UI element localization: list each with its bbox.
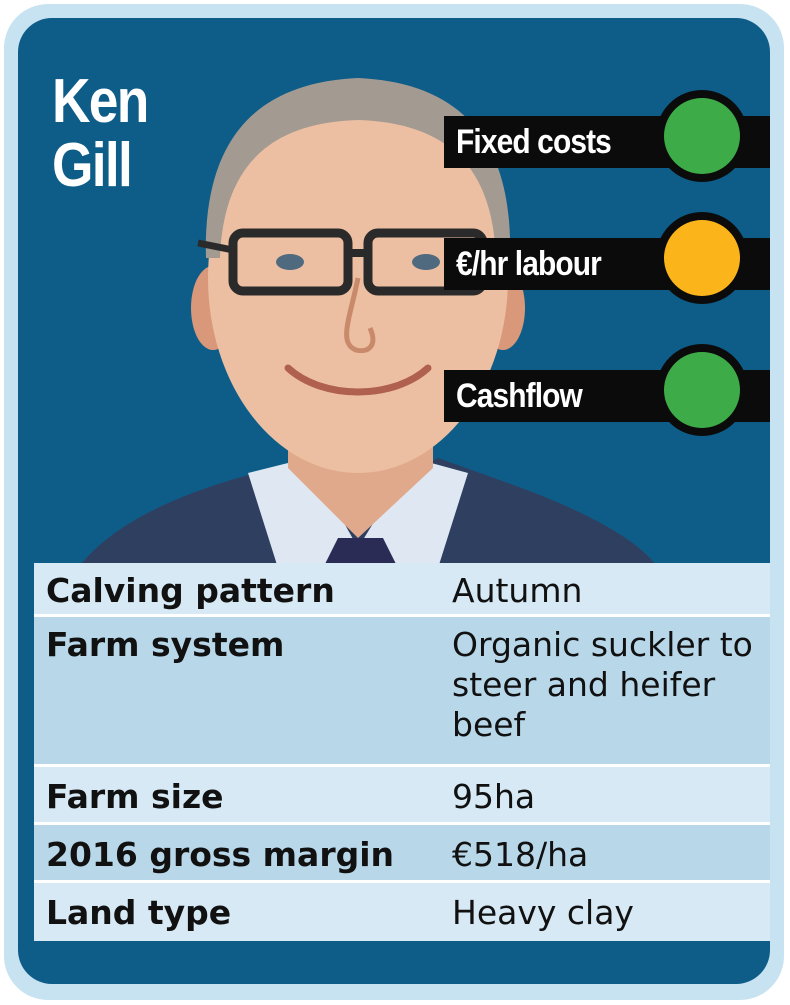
traffic-light-icon xyxy=(656,90,748,182)
row-label: Calving pattern xyxy=(46,571,335,610)
row-label: Farm system xyxy=(46,625,285,664)
table-row: Calving pattern Autumn xyxy=(34,563,770,617)
row-value: 95ha xyxy=(452,777,536,816)
table-row: Farm system Organic suckler to steer and… xyxy=(34,617,770,767)
green-light-icon xyxy=(664,98,740,174)
profile-card-border: Ken Gill Fixed costs €/hr labour Cashflo… xyxy=(4,4,784,1000)
profile-card: Ken Gill Fixed costs €/hr labour Cashflo… xyxy=(18,18,770,984)
row-label: Farm size xyxy=(46,777,224,816)
indicator-label: Fixed costs xyxy=(456,123,612,161)
traffic-light-icon xyxy=(656,344,748,436)
table-row: Farm size 95ha xyxy=(34,767,770,825)
row-value: Organic suckler to steer and heifer beef xyxy=(452,625,753,744)
portrait-photo xyxy=(78,78,658,568)
row-value: €518/ha xyxy=(452,835,589,874)
indicator-label: €/hr labour xyxy=(456,245,602,283)
indicator-labour: €/hr labour xyxy=(444,212,770,304)
person-first-name: Ken xyxy=(52,67,149,136)
indicator-fixed-costs: Fixed costs xyxy=(444,90,770,182)
person-last-name: Gill xyxy=(52,131,133,200)
indicator-label: Cashflow xyxy=(456,377,583,415)
row-label: 2016 gross margin xyxy=(46,835,395,874)
table-row: Land type Heavy clay xyxy=(34,883,770,941)
amber-light-icon xyxy=(664,220,740,296)
row-value: Autumn xyxy=(452,571,583,610)
table-row: 2016 gross margin €518/ha xyxy=(34,825,770,883)
person-name: Ken Gill xyxy=(52,67,149,200)
indicator-cashflow: Cashflow xyxy=(444,344,770,436)
traffic-light-icon xyxy=(656,212,748,304)
green-light-icon xyxy=(664,352,740,428)
row-label: Land type xyxy=(46,893,232,932)
farm-details-table: Calving pattern Autumn Farm system Organ… xyxy=(34,563,770,941)
row-value: Heavy clay xyxy=(452,893,634,932)
